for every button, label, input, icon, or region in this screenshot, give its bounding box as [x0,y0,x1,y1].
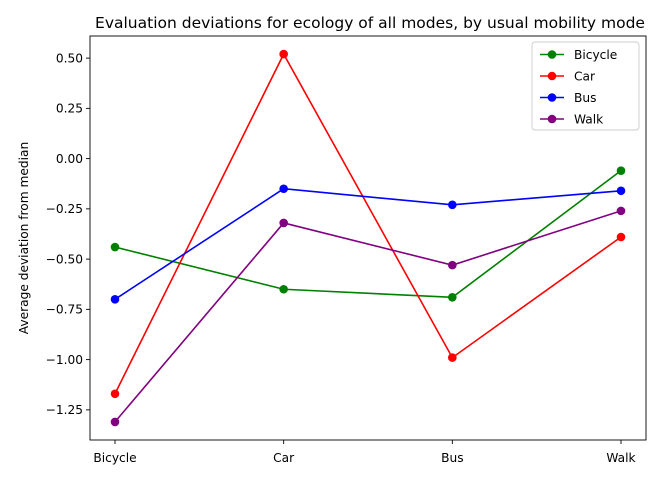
y-tick-label: 0.00 [56,152,83,166]
data-point-walk-bicycle [110,417,120,427]
data-point-bus-walk [616,186,626,196]
series-line-bus [114,187,622,300]
data-point-bus-car [279,184,288,194]
x-tick-label: Bicycle [93,451,136,465]
data-point-walk-bus [448,260,457,270]
y-tick-label: −1.25 [46,403,83,417]
legend-label: Bus [574,91,596,105]
legend-label: Car [574,69,596,83]
x-tick-label: Bus [441,451,463,465]
series-bus [110,184,626,304]
data-point-bus-bus [448,200,457,210]
axes-frame [89,35,647,441]
legend-marker [547,114,557,124]
series-car [110,49,626,399]
series-line-walk [114,210,622,423]
series-bicycle [110,166,626,302]
legend-marker [547,71,557,81]
y-tick-label: −0.50 [46,252,83,266]
data-point-bus-bicycle [110,295,120,304]
data-point-bicycle-walk [616,166,626,175]
data-point-bicycle-bicycle [110,242,120,252]
y-tick-label: 0.50 [56,51,83,65]
data-point-car-bus [448,353,457,362]
x-tick-label: Walk [606,451,636,465]
series-line-car [114,52,622,395]
legend-entry-car: Car [540,69,596,83]
data-point-car-bicycle [110,389,120,399]
y-tick-label: 0.25 [56,102,83,116]
legend-label: Walk [574,112,604,126]
legend-entry-bus: Bus [540,91,596,105]
legend-marker [547,50,557,59]
data-point-car-car [279,49,288,59]
legend-entry-bicycle: Bicycle [540,48,617,62]
x-tick-label: Car [273,451,295,465]
plot-area: 0.50 0.25 0.00 −0.25 −0.50 −0.75 −1.00 −1.25 Bic… [46,35,647,465]
y-tick-label: −0.25 [46,202,83,216]
data-point-walk-walk [616,206,626,216]
data-point-car-walk [616,232,626,242]
y-tick-label: −1.00 [46,353,83,367]
legend: Bicycle Car Bus Walk [531,41,640,131]
y-axis-label: Average deviation from median [17,142,31,334]
data-point-walk-car [279,218,288,228]
legend-box [531,41,640,131]
data-point-bicycle-bus [448,292,457,302]
series-walk [110,206,626,427]
legend-entry-walk: Walk [540,112,604,126]
chart-title: Evaluation deviations for ecology of all… [95,14,645,32]
series-line-bicycle [114,170,622,299]
y-tick-label: −0.75 [46,303,83,317]
legend-marker [547,93,557,102]
legend-label: Bicycle [574,48,617,62]
data-point-bicycle-car [279,284,288,294]
